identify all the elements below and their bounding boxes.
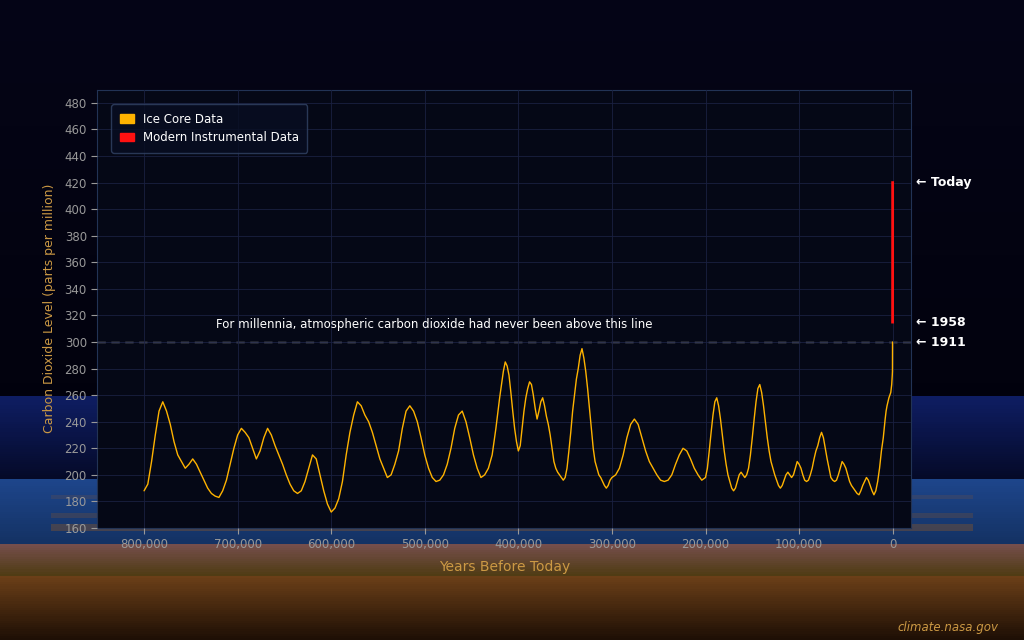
Y-axis label: Carbon Dioxide Level (parts per million): Carbon Dioxide Level (parts per million) — [43, 184, 56, 433]
Legend: Ice Core Data, Modern Instrumental Data: Ice Core Data, Modern Instrumental Data — [112, 104, 307, 153]
Text: ← 1911: ← 1911 — [916, 335, 967, 349]
Text: ← 1958: ← 1958 — [916, 316, 966, 328]
Text: climate.nasa.gov: climate.nasa.gov — [897, 621, 998, 634]
Text: For millennia, atmospheric carbon dioxide had never been above this line: For millennia, atmospheric carbon dioxid… — [216, 318, 652, 332]
X-axis label: Years Before Today: Years Before Today — [438, 560, 570, 573]
Text: ← Today: ← Today — [916, 176, 972, 189]
